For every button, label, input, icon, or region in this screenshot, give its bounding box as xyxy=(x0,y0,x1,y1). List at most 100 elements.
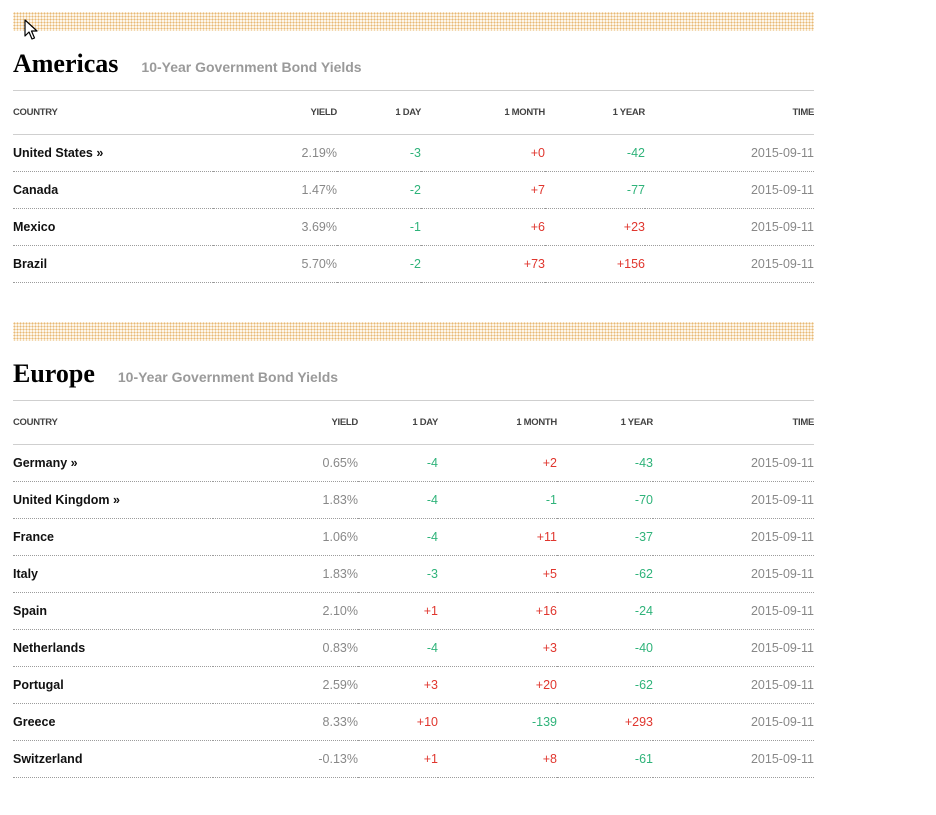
europe-yield-table: COUNTRY YIELD 1 DAY 1 MONTH 1 YEAR TIME … xyxy=(13,401,814,778)
region-subtitle: 10-Year Government Bond Yields xyxy=(117,369,339,385)
header-1-year[interactable]: 1 YEAR xyxy=(557,401,653,445)
header-time[interactable]: TIME xyxy=(645,91,814,135)
header-1-year[interactable]: 1 YEAR xyxy=(545,91,645,135)
change-1-year: -70 xyxy=(557,481,653,519)
timestamp: 2015-09-11 xyxy=(653,518,814,556)
change-1-day: -1 xyxy=(337,208,421,246)
yield-value: 5.70% xyxy=(213,245,337,283)
country-name[interactable]: Germany » xyxy=(13,444,213,482)
change-1-year: -61 xyxy=(557,740,653,778)
region-title: Americas xyxy=(13,49,119,78)
change-1-year: +293 xyxy=(557,703,653,741)
table-row: Mexico 3.69% -1 +6 +23 2015-09-11 xyxy=(13,208,814,246)
table-row: Italy 1.83% -3 +5 -62 2015-09-11 xyxy=(13,555,814,593)
section-divider-pattern xyxy=(13,322,814,341)
timestamp: 2015-09-11 xyxy=(645,134,814,172)
change-1-day: +10 xyxy=(358,703,438,741)
country-name[interactable]: United States » xyxy=(13,134,213,172)
change-1-day: -4 xyxy=(358,629,438,667)
country-name: France xyxy=(13,518,213,556)
header-country[interactable]: COUNTRY xyxy=(13,91,213,135)
header-1-day[interactable]: 1 DAY xyxy=(337,91,421,135)
yield-value: -0.13% xyxy=(213,740,358,778)
change-1-month: -139 xyxy=(438,703,557,741)
change-1-day: -4 xyxy=(358,481,438,519)
table-row: United Kingdom » 1.83% -4 -1 -70 2015-09-11 xyxy=(13,481,814,519)
country-name[interactable]: United Kingdom » xyxy=(13,481,213,519)
change-1-day: -2 xyxy=(337,171,421,209)
change-1-month: +8 xyxy=(438,740,557,778)
change-1-year: -40 xyxy=(557,629,653,667)
change-1-day: +3 xyxy=(358,666,438,704)
country-name: Spain xyxy=(13,592,213,630)
table-header-row: COUNTRY YIELD 1 DAY 1 MONTH 1 YEAR TIME xyxy=(13,401,814,445)
change-1-month: +6 xyxy=(421,208,545,246)
change-1-year: -24 xyxy=(557,592,653,630)
timestamp: 2015-09-11 xyxy=(653,666,814,704)
change-1-year: -62 xyxy=(557,555,653,593)
timestamp: 2015-09-11 xyxy=(653,703,814,741)
section-divider-pattern xyxy=(13,12,814,31)
change-1-month: +20 xyxy=(438,666,557,704)
table-row: Brazil 5.70% -2 +73 +156 2015-09-11 xyxy=(13,245,814,283)
change-1-day: -2 xyxy=(337,245,421,283)
timestamp: 2015-09-11 xyxy=(653,444,814,482)
change-1-year: -77 xyxy=(545,171,645,209)
header-1-month[interactable]: 1 MONTH xyxy=(438,401,557,445)
header-time[interactable]: TIME xyxy=(653,401,814,445)
country-name: Greece xyxy=(13,703,213,741)
header-yield[interactable]: YIELD xyxy=(213,401,358,445)
change-1-day: -3 xyxy=(337,134,421,172)
header-yield[interactable]: YIELD xyxy=(213,91,337,135)
country-name: Switzerland xyxy=(13,740,213,778)
change-1-day: +1 xyxy=(358,592,438,630)
timestamp: 2015-09-11 xyxy=(653,481,814,519)
change-1-day: +1 xyxy=(358,740,438,778)
timestamp: 2015-09-11 xyxy=(645,245,814,283)
americas-section: Americas 10-Year Government Bond Yields … xyxy=(13,12,814,283)
table-row: Germany » 0.65% -4 +2 -43 2015-09-11 xyxy=(13,444,814,482)
table-row: Spain 2.10% +1 +16 -24 2015-09-11 xyxy=(13,592,814,630)
yield-value: 3.69% xyxy=(213,208,337,246)
yield-value: 1.47% xyxy=(213,171,337,209)
table-row: United States » 2.19% -3 +0 -42 2015-09-11 xyxy=(13,134,814,172)
timestamp: 2015-09-11 xyxy=(645,208,814,246)
header-1-day[interactable]: 1 DAY xyxy=(358,401,438,445)
region-subtitle: 10-Year Government Bond Yields xyxy=(141,59,362,75)
change-1-month: +3 xyxy=(438,629,557,667)
table-header-row: COUNTRY YIELD 1 DAY 1 MONTH 1 YEAR TIME xyxy=(13,91,814,135)
change-1-month: +11 xyxy=(438,518,557,556)
change-1-day: -4 xyxy=(358,518,438,556)
change-1-year: -43 xyxy=(557,444,653,482)
change-1-year: -62 xyxy=(557,666,653,704)
change-1-month: +16 xyxy=(438,592,557,630)
yield-value: 1.83% xyxy=(213,555,358,593)
change-1-year: -37 xyxy=(557,518,653,556)
table-row: Canada 1.47% -2 +7 -77 2015-09-11 xyxy=(13,171,814,209)
change-1-year: +156 xyxy=(545,245,645,283)
timestamp: 2015-09-11 xyxy=(653,740,814,778)
yield-value: 2.10% xyxy=(213,592,358,630)
change-1-day: -4 xyxy=(358,444,438,482)
country-name: Portugal xyxy=(13,666,213,704)
table-row: Greece 8.33% +10 -139 +293 2015-09-11 xyxy=(13,703,814,741)
change-1-month: +0 xyxy=(421,134,545,172)
header-country[interactable]: COUNTRY xyxy=(13,401,213,445)
mouse-cursor-icon xyxy=(24,19,38,40)
timestamp: 2015-09-11 xyxy=(653,629,814,667)
yield-value: 1.06% xyxy=(213,518,358,556)
europe-section: Europe 10-Year Government Bond Yields CO… xyxy=(13,322,814,778)
timestamp: 2015-09-11 xyxy=(645,171,814,209)
americas-heading: Americas 10-Year Government Bond Yields xyxy=(13,31,814,91)
yield-value: 2.59% xyxy=(213,666,358,704)
country-name: Canada xyxy=(13,171,213,209)
yield-value: 8.33% xyxy=(213,703,358,741)
country-name: Brazil xyxy=(13,245,213,283)
region-title: Europe xyxy=(13,359,95,388)
americas-yield-table: COUNTRY YIELD 1 DAY 1 MONTH 1 YEAR TIME … xyxy=(13,91,814,283)
country-name: Netherlands xyxy=(13,629,213,667)
europe-heading: Europe 10-Year Government Bond Yields xyxy=(13,341,814,401)
change-1-day: -3 xyxy=(358,555,438,593)
timestamp: 2015-09-11 xyxy=(653,592,814,630)
header-1-month[interactable]: 1 MONTH xyxy=(421,91,545,135)
